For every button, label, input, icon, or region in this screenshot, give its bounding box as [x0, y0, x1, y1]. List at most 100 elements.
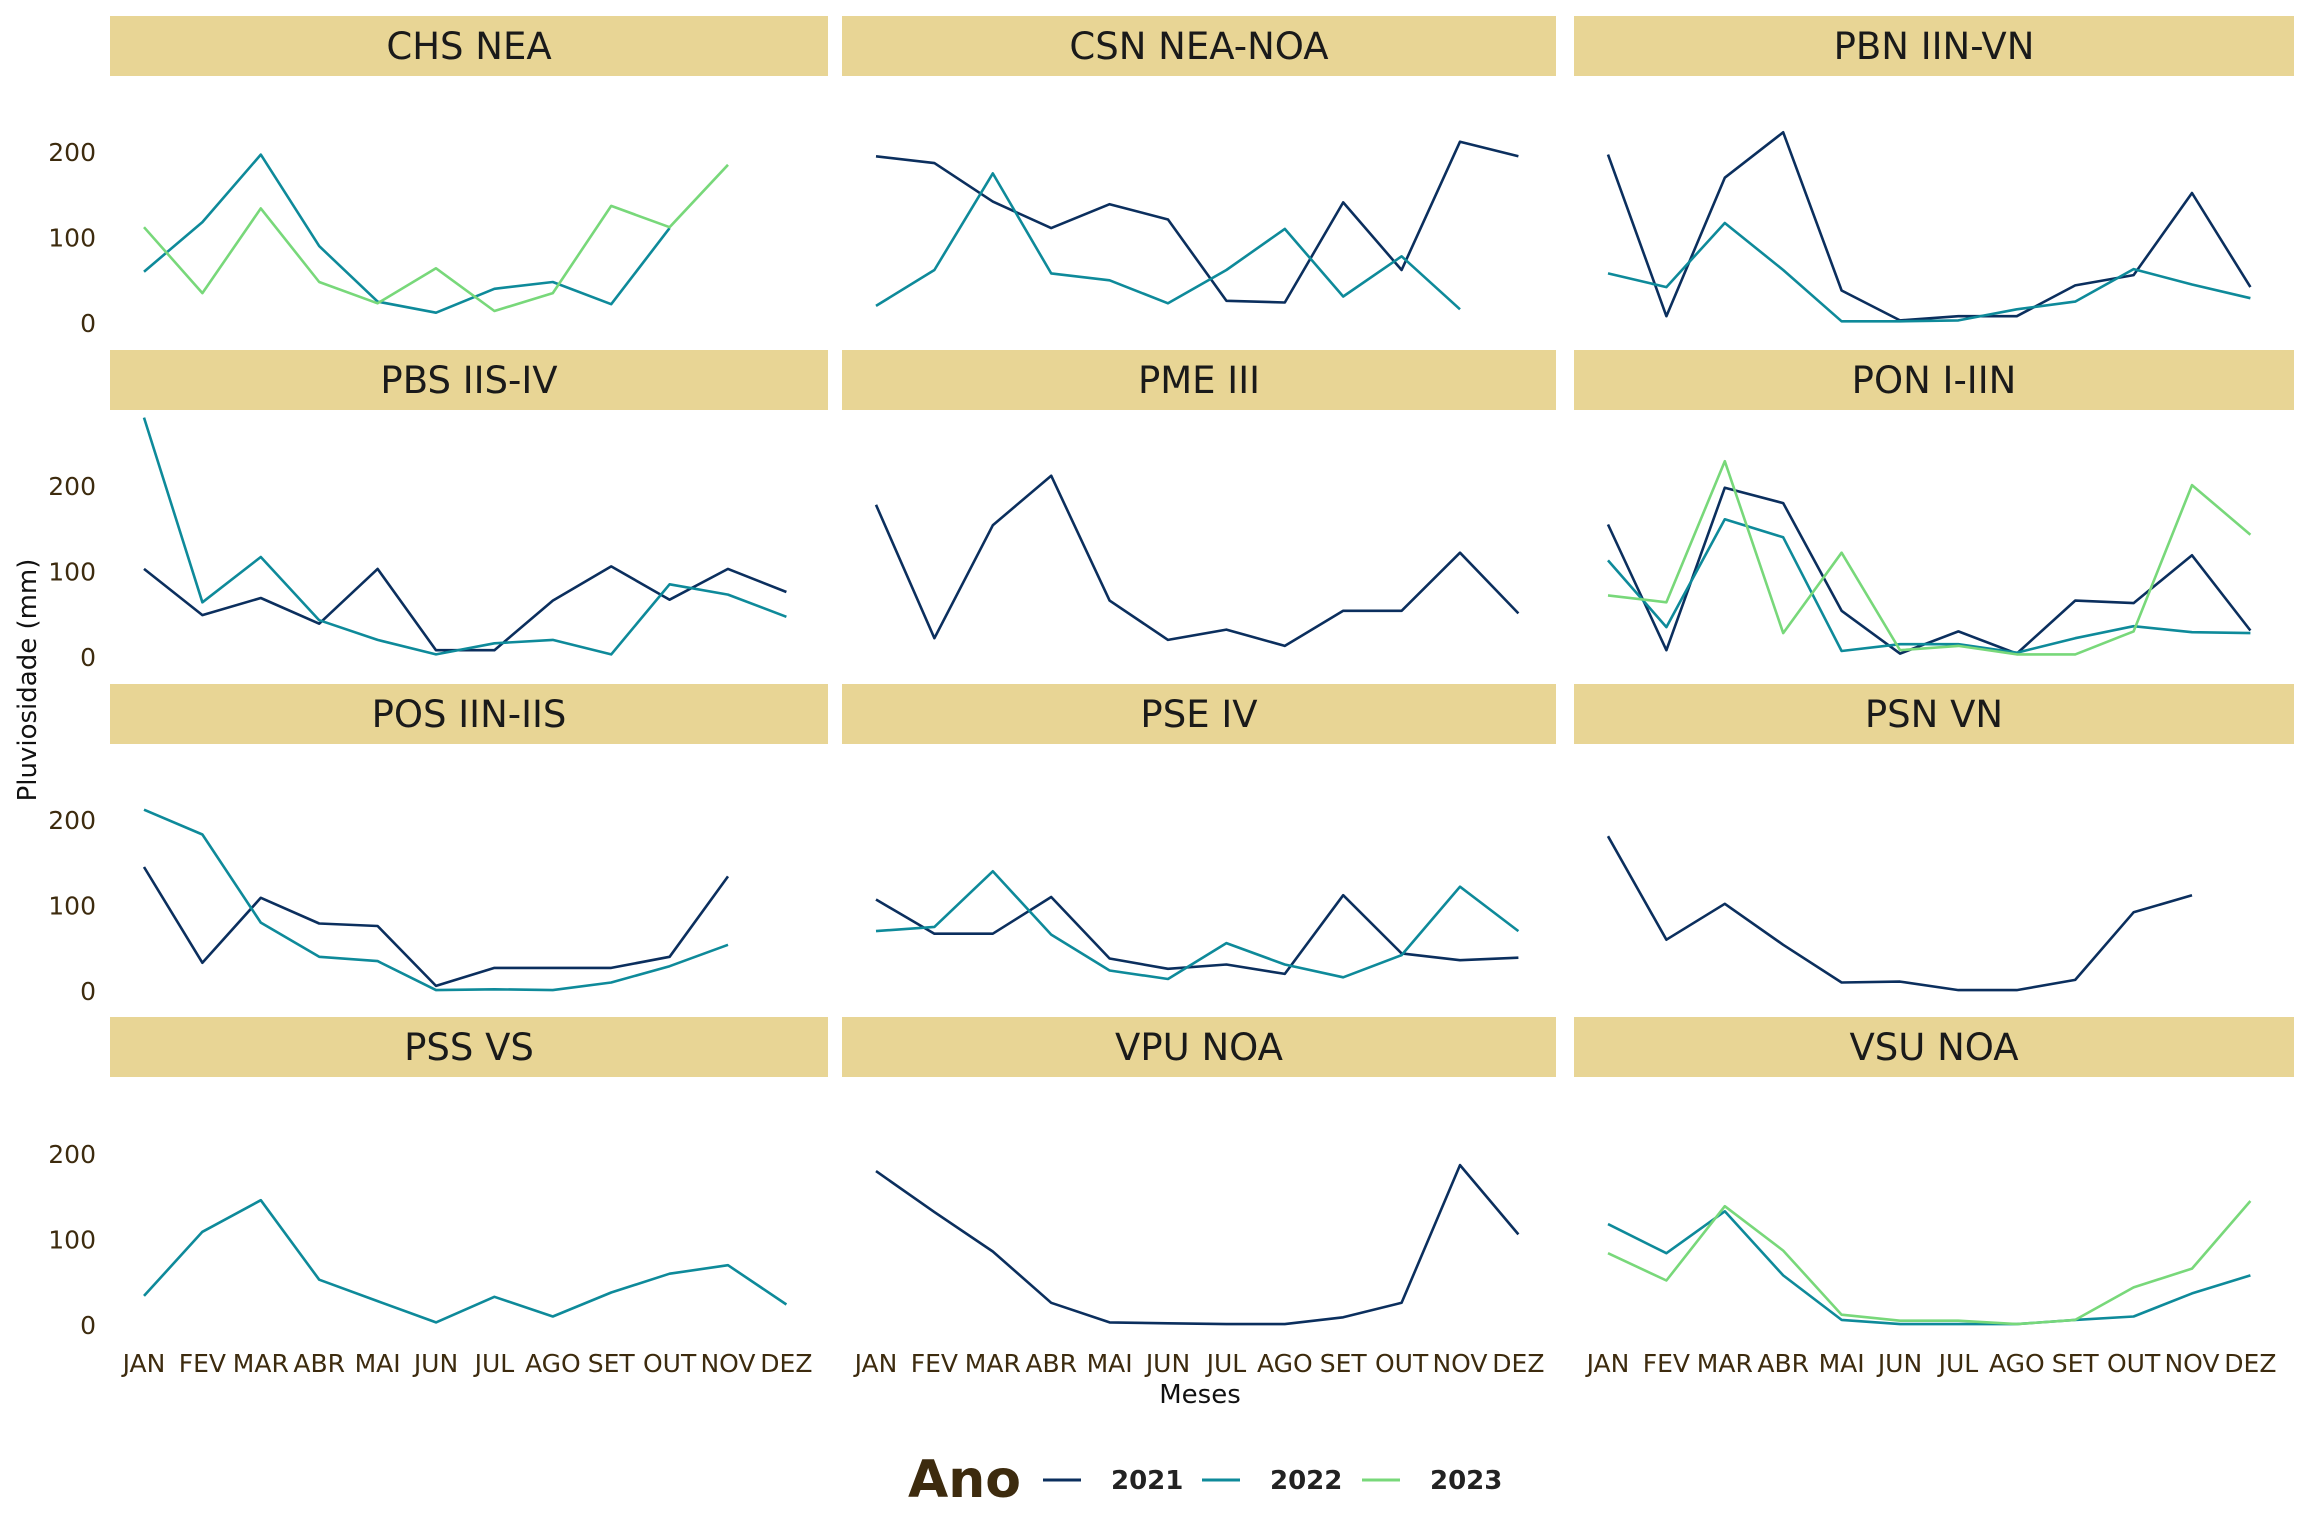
x-tick-label: NOV [2164, 1349, 2219, 1378]
panel-strip [110, 684, 828, 744]
series-line-2022 [1607, 517, 2251, 655]
y-axis-title: Pluviosidade (mm) [13, 559, 43, 802]
series-line-2021 [874, 474, 1520, 648]
panel-psn-vn: PSN VN [1574, 684, 2294, 992]
series-line-2021 [1606, 486, 2252, 655]
y-tick-label: 0 [80, 309, 96, 338]
x-tick-label: FEV [1643, 1349, 1690, 1378]
y-tick-label: 0 [80, 977, 96, 1006]
y-tick-label: 100 [48, 892, 96, 921]
x-tick-label: AGO [1257, 1349, 1313, 1378]
x-tick-label: AGO [1989, 1349, 2045, 1378]
series-line-2021 [1606, 835, 2193, 992]
y-tick-label: 100 [48, 558, 96, 587]
panel-pon-i-iin: PON I-IIN [1574, 350, 2294, 656]
x-tick-label: DEZ [1492, 1349, 1544, 1378]
x-tick-label: ABR [1757, 1349, 1809, 1378]
panel-vsu-noa: VSU NOA JAN FEV MAR ABR MAI JUN JUL AGO SET OUT NOV… [1574, 1017, 2294, 1378]
y-tick-label: 200 [48, 806, 96, 835]
panel-title: PME III [1138, 359, 1260, 402]
x-tick-label: SET [1320, 1349, 1368, 1378]
panel-title: PBS IIS-IV [380, 359, 557, 402]
x-tick-label: SET [2052, 1349, 2100, 1378]
x-tick-label: DEZ [760, 1349, 812, 1378]
x-tick-label: MAI [355, 1349, 401, 1378]
y-tick-label: 0 [80, 643, 96, 672]
panel-title: PBN IIN-VN [1834, 25, 2035, 68]
series-line-2021 [875, 1163, 1520, 1326]
panel-pse-iv: PSE IV [842, 684, 1556, 981]
panel-title: PSN VN [1865, 693, 2003, 736]
x-tick-label: MAR [233, 1349, 289, 1378]
series-line-2022 [142, 417, 787, 656]
y-tick-label: 100 [48, 1226, 96, 1255]
series-line-2022 [143, 1198, 788, 1324]
x-tick-label: JAN [853, 1349, 898, 1378]
series-line-2021 [142, 866, 730, 988]
x-tick-label: FEV [911, 1349, 958, 1378]
legend-label: 2022 [1270, 1466, 1342, 1496]
series-line-2022 [143, 153, 671, 315]
x-tick-label: MAI [1819, 1349, 1865, 1378]
x-tick-label: ABR [1025, 1349, 1077, 1378]
x-tick-label: MAI [1087, 1349, 1133, 1378]
x-tick-label: JUN [1876, 1349, 1922, 1378]
panel-strip [842, 1017, 1556, 1077]
panel-title: VSU NOA [1849, 1026, 2018, 1069]
x-tick-label: JAN [1585, 1349, 1630, 1378]
series-line-2022 [1607, 221, 2251, 323]
panel-pme-iii: PME III [842, 350, 1556, 648]
y-tick-label: 200 [48, 1140, 96, 1169]
panel-title: PSS VS [404, 1026, 534, 1069]
panel-csn-nea-noa: CSN NEA-NOA [842, 16, 1556, 311]
y-tick-label: 200 [48, 472, 96, 501]
x-tick-label: JUN [412, 1349, 458, 1378]
panel-vpu-noa: VPU NOA JAN FEV MAR ABR MAI JUN JUL AGO SET OUT NOV… [842, 1017, 1556, 1378]
panel-title: CSN NEA-NOA [1069, 25, 1328, 68]
series-line-2022 [143, 808, 729, 992]
panel-strip [1574, 16, 2294, 76]
legend-label: 2021 [1111, 1466, 1183, 1496]
panel-strip [842, 684, 1556, 744]
panel-pos-iin-iis: POS IIN-IIS 0 100 200 [48, 684, 828, 1006]
x-tick-label: JUL [1205, 1349, 1247, 1378]
panel-strip [1574, 684, 2294, 744]
x-tick-label: JUL [1937, 1349, 1979, 1378]
panel-pbs-iis-iv: PBS IIS-IV 0 100 200 [48, 350, 828, 672]
legend-title: Ano [908, 1450, 1021, 1510]
series-line-2021 [875, 893, 1519, 976]
panel-strip [842, 350, 1556, 410]
series-line-2022 [875, 869, 1520, 981]
series-line-2021 [875, 140, 1519, 304]
x-tick-label: SET [588, 1349, 636, 1378]
panel-title: PSE IV [1140, 693, 1257, 736]
x-tick-label: OUT [2107, 1349, 2161, 1378]
series-line-2021 [143, 565, 787, 652]
x-tick-label: JUN [1144, 1349, 1190, 1378]
panel-title: CHS NEA [386, 25, 551, 68]
x-tick-label: FEV [179, 1349, 226, 1378]
panel-pbn-iin-vn: PBN IIN-VN [1574, 16, 2294, 323]
series-line-2023 [1607, 1200, 2252, 1326]
panel-title: POS IIN-IIS [372, 693, 567, 736]
x-tick-label: ABR [293, 1349, 345, 1378]
panel-strip [110, 350, 828, 410]
x-tick-label: OUT [643, 1349, 697, 1378]
y-tick-label: 100 [48, 224, 96, 253]
panel-chs-nea: CHS NEA 0 100 200 [48, 16, 828, 338]
series-line-2022 [1607, 1210, 2251, 1326]
panel-title: VPU NOA [1115, 1026, 1283, 1069]
legend: Ano 2021 2022 2023 [908, 1450, 1502, 1510]
panel-pss-vs: PSS VS 0 100 200 JAN FEV MAR ABR MAI JUN JUL AGO SET… [48, 1017, 828, 1378]
panel-strip [1574, 350, 2294, 410]
panel-strip [842, 16, 1556, 76]
series-line-2023 [1607, 459, 2252, 656]
y-tick-label: 200 [48, 138, 96, 167]
x-tick-label: MAR [965, 1349, 1021, 1378]
panel-strip [110, 16, 828, 76]
panel-strip [1574, 1017, 2294, 1077]
panel-strip [110, 1017, 828, 1077]
x-tick-label: OUT [1375, 1349, 1429, 1378]
x-tick-label: NOV [1432, 1349, 1487, 1378]
